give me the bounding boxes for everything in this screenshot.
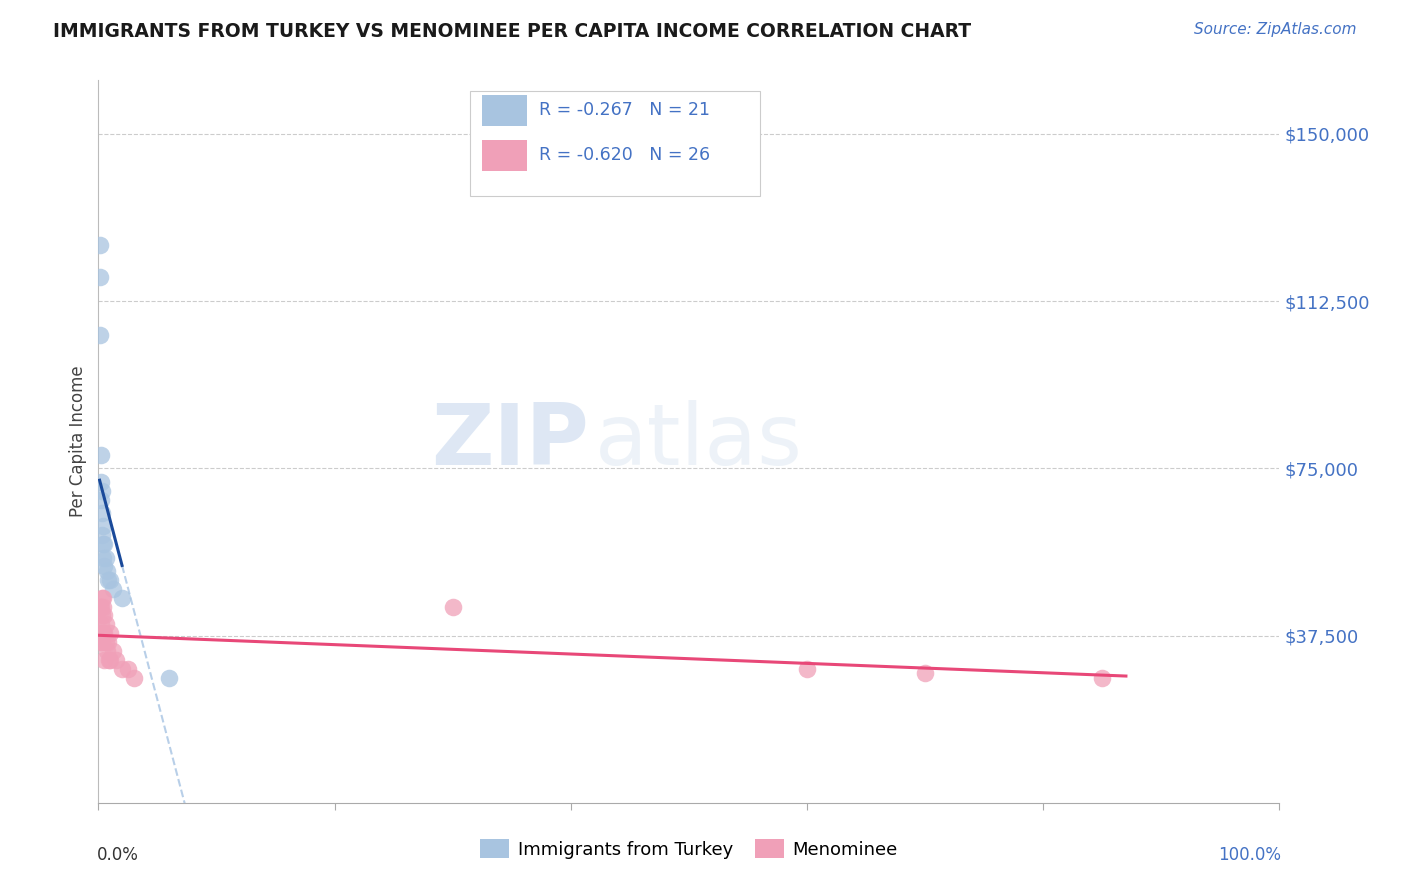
Point <box>93 653 115 667</box>
Point <box>122 671 145 685</box>
Point <box>89 626 111 640</box>
Point <box>96 564 118 578</box>
Point <box>90 448 112 462</box>
Point <box>441 599 464 614</box>
Point <box>98 653 121 667</box>
Point <box>111 662 134 676</box>
Point <box>90 475 112 489</box>
Point <box>94 617 117 632</box>
Point <box>90 492 112 507</box>
Point <box>91 537 114 551</box>
Y-axis label: Per Capita Income: Per Capita Income <box>69 366 87 517</box>
Point <box>157 671 180 685</box>
FancyBboxPatch shape <box>471 91 759 196</box>
Point <box>91 519 114 533</box>
Point <box>91 599 114 614</box>
Point <box>89 238 111 252</box>
Bar <box>482 95 527 126</box>
Point <box>91 550 114 565</box>
Point <box>117 662 139 676</box>
Text: atlas: atlas <box>595 400 803 483</box>
Bar <box>482 140 527 170</box>
Point <box>90 617 112 632</box>
Point <box>89 599 111 614</box>
Point <box>91 506 114 520</box>
Point <box>98 626 121 640</box>
Point <box>91 528 114 542</box>
Text: ZIP: ZIP <box>430 400 589 483</box>
Point <box>1091 671 1114 685</box>
Point <box>101 582 124 596</box>
Point <box>94 635 117 649</box>
Point <box>90 635 112 649</box>
Point <box>93 537 115 551</box>
Point <box>93 559 115 574</box>
Point <box>97 573 120 587</box>
Point <box>91 591 114 605</box>
Text: R = -0.620   N = 26: R = -0.620 N = 26 <box>538 145 710 164</box>
Point <box>796 662 818 676</box>
Point <box>98 653 121 667</box>
Point <box>91 635 114 649</box>
Text: IMMIGRANTS FROM TURKEY VS MENOMINEE PER CAPITA INCOME CORRELATION CHART: IMMIGRANTS FROM TURKEY VS MENOMINEE PER … <box>53 22 972 41</box>
Text: 100.0%: 100.0% <box>1218 847 1281 864</box>
Point <box>93 608 115 623</box>
Point <box>93 626 115 640</box>
Point <box>90 599 112 614</box>
Point <box>89 327 111 342</box>
Point <box>91 626 114 640</box>
Point <box>105 653 128 667</box>
Point <box>91 608 114 623</box>
Legend: Immigrants from Turkey, Menominee: Immigrants from Turkey, Menominee <box>472 832 905 866</box>
Point <box>98 573 121 587</box>
Point <box>111 591 134 605</box>
Text: R = -0.267   N = 21: R = -0.267 N = 21 <box>538 101 710 119</box>
Point <box>101 644 124 658</box>
Point <box>914 666 936 681</box>
Point <box>97 635 120 649</box>
Point <box>91 483 114 498</box>
Point <box>96 644 118 658</box>
Text: Source: ZipAtlas.com: Source: ZipAtlas.com <box>1194 22 1357 37</box>
Point <box>89 269 111 284</box>
Point <box>94 550 117 565</box>
Text: 0.0%: 0.0% <box>97 847 139 864</box>
Point <box>91 591 114 605</box>
